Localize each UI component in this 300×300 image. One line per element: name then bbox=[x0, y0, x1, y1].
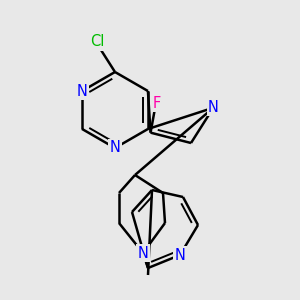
Text: N: N bbox=[110, 140, 120, 155]
Text: F: F bbox=[152, 96, 161, 111]
Text: N: N bbox=[208, 100, 219, 115]
Text: Cl: Cl bbox=[90, 34, 104, 50]
Text: N: N bbox=[138, 245, 148, 260]
Text: N: N bbox=[175, 248, 185, 262]
Text: N: N bbox=[77, 83, 88, 98]
